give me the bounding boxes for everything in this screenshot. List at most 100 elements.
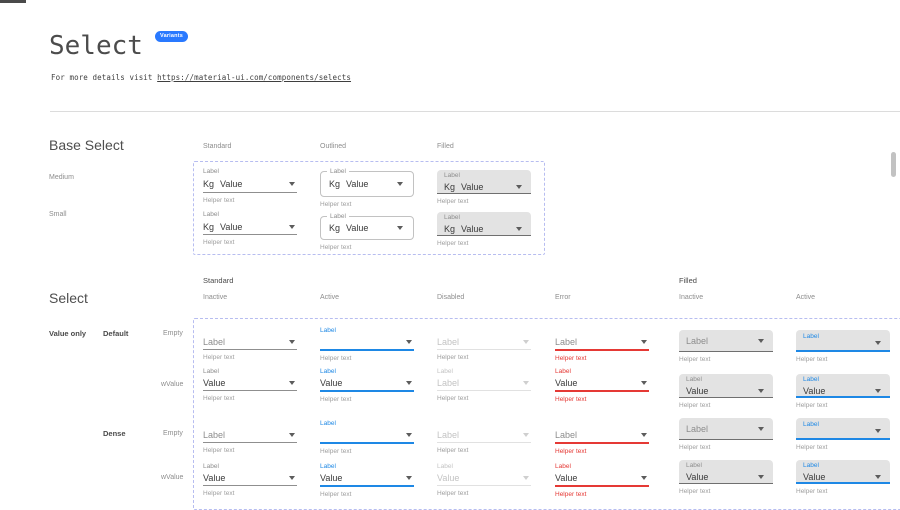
outlined-box: Label Kg Value (320, 213, 414, 240)
select-filled-active-empty-default[interactable]: Label Helper text (796, 330, 890, 363)
select-standard-error-wvalue-default[interactable]: Label Value Helper text (555, 367, 649, 403)
base-select-heading: Base Select (49, 137, 124, 153)
adornment-kg: Kg (329, 223, 341, 233)
select-standard-active-wvalue-dense[interactable]: Label Value Helper text (320, 462, 414, 498)
select-floating-label: Label (437, 368, 453, 375)
dropdown-arrow-icon (758, 388, 764, 393)
select-floating-label: Label (803, 421, 819, 428)
subtitle: For more details visit https://material-… (51, 73, 351, 82)
select-filled-inactive-empty-dense[interactable]: Label Helper text (679, 418, 773, 451)
helper-text: Helper text (679, 488, 711, 495)
helper-text: Helper text (320, 355, 352, 362)
select-standard-active-wvalue-default[interactable]: Label Value Helper text (320, 367, 414, 403)
scrollbar-thumb[interactable] (891, 152, 896, 177)
select-value: Label (203, 337, 226, 347)
helper-text: Helper text (437, 240, 469, 247)
helper-text: Helper text (555, 448, 587, 455)
select-value: Label (203, 430, 226, 440)
dropdown-arrow-icon (758, 474, 764, 479)
select-floating-label: Label (203, 168, 219, 175)
select-value: Value (437, 473, 460, 483)
select-value: Value (346, 179, 369, 189)
dropdown-arrow-icon (875, 388, 881, 393)
select-value: Value (555, 473, 578, 483)
base-select-outlined-small[interactable]: Label Kg Value Helper text (320, 212, 414, 251)
state-header-filled-inactive: Inactive (679, 294, 704, 301)
helper-text: Helper text (437, 198, 469, 205)
select-filled-active-empty-dense[interactable]: Label Helper text (796, 418, 890, 451)
select-value: Value (346, 223, 369, 233)
helper-text: Helper text (203, 447, 235, 454)
helper-text: Helper text (679, 402, 711, 409)
helper-text: Helper text (320, 201, 352, 208)
dropdown-arrow-icon (516, 184, 522, 189)
row-label-wvalue-default: wValue (161, 381, 184, 388)
outlined-box: Label Kg Value (320, 168, 414, 197)
select-standard-disabled-empty-dense: Label Helper text (437, 419, 531, 454)
helper-text: Helper text (320, 244, 352, 251)
select-filled-inactive-empty-default[interactable]: Label Helper text (679, 330, 773, 363)
filled-box: Label (796, 330, 890, 352)
select-floating-label: Label (327, 168, 349, 176)
select-value: Value (686, 471, 709, 482)
select-standard-inactive-empty-dense[interactable]: Label Helper text (203, 419, 297, 454)
select-standard-error-wvalue-dense[interactable]: Label Value Helper text (555, 462, 649, 498)
dropdown-arrow-icon (875, 341, 881, 345)
select-filled-inactive-wvalue-default[interactable]: Label Value Helper text (679, 374, 773, 409)
select-filled-active-wvalue-dense[interactable]: Label Value Helper text (796, 460, 890, 495)
column-header-standard: Standard (203, 143, 232, 150)
select-standard-disabled-empty-default: Label Helper text (437, 326, 531, 361)
row-label-small: Small (49, 211, 67, 218)
dropdown-arrow-icon (406, 433, 412, 437)
select-standard-active-empty-default[interactable]: Label Helper text (320, 326, 414, 362)
header-divider (50, 111, 900, 112)
dropdown-arrow-icon (641, 381, 647, 385)
select-value: Value (803, 385, 826, 396)
select-standard-disabled-wvalue-default: Label Label Helper text (437, 367, 531, 402)
select-standard-error-empty-dense[interactable]: Label Helper text (555, 419, 649, 455)
select-filled-inactive-wvalue-dense[interactable]: Label Value Helper text (679, 460, 773, 495)
select-value: Value (220, 221, 243, 232)
select-value: Value (320, 473, 343, 483)
select-value: Label (437, 337, 460, 347)
dropdown-arrow-icon (406, 381, 412, 385)
select-standard-inactive-wvalue-default[interactable]: Label Value Helper text (203, 367, 297, 402)
select-standard-inactive-wvalue-dense[interactable]: Label Value Helper text (203, 462, 297, 497)
select-standard-disabled-wvalue-dense: Label Value Helper text (437, 462, 531, 497)
dropdown-arrow-icon (397, 182, 403, 186)
row-label-empty-dense: Empty (163, 430, 183, 437)
helper-text: Helper text (555, 491, 587, 498)
state-header-disabled: Disabled (437, 294, 465, 301)
select-standard-inactive-empty-default[interactable]: Label Helper text (203, 326, 297, 361)
select-floating-label: Label (320, 327, 336, 334)
select-standard-error-empty-default[interactable]: Label Helper text (555, 326, 649, 362)
dropdown-arrow-icon (406, 340, 412, 344)
base-select-filled-small[interactable]: Label Kg Value Helper text (437, 210, 531, 247)
select-value: Value (555, 378, 578, 388)
select-filled-active-wvalue-default[interactable]: Label Value Helper text (796, 374, 890, 409)
state-header-active: Active (320, 294, 340, 301)
select-floating-label: Label (686, 462, 702, 469)
subtitle-text: For more details visit (51, 73, 158, 82)
docs-link[interactable]: https://material-ui.com/components/selec… (157, 73, 352, 82)
base-select-standard-small[interactable]: Label Kg Value Helper text (203, 210, 297, 246)
helper-text: Helper text (437, 395, 469, 402)
dropdown-arrow-icon (758, 338, 764, 343)
dropdown-arrow-icon (406, 476, 412, 480)
dropdown-arrow-icon (641, 476, 647, 480)
select-floating-label: Label (437, 463, 453, 470)
base-select-outlined-medium[interactable]: Label Kg Value Helper text (320, 167, 414, 208)
helper-text: Helper text (320, 448, 352, 455)
adornment-kg: Kg (203, 179, 215, 189)
select-value: Value (803, 471, 826, 482)
select-standard-active-empty-dense[interactable]: Label Helper text (320, 419, 414, 455)
base-select-filled-medium[interactable]: Label Kg Value Helper text (437, 167, 531, 205)
variants-badge: Variants (155, 31, 189, 42)
dropdown-arrow-icon (289, 182, 295, 186)
adornment-kg: Kg (444, 223, 456, 234)
select-floating-label: Label (203, 368, 219, 375)
filled-box: Label Value (679, 460, 773, 484)
base-select-standard-medium[interactable]: Label Kg Value Helper text (203, 167, 297, 204)
helper-text: Helper text (320, 396, 352, 403)
helper-text: Helper text (203, 395, 235, 402)
